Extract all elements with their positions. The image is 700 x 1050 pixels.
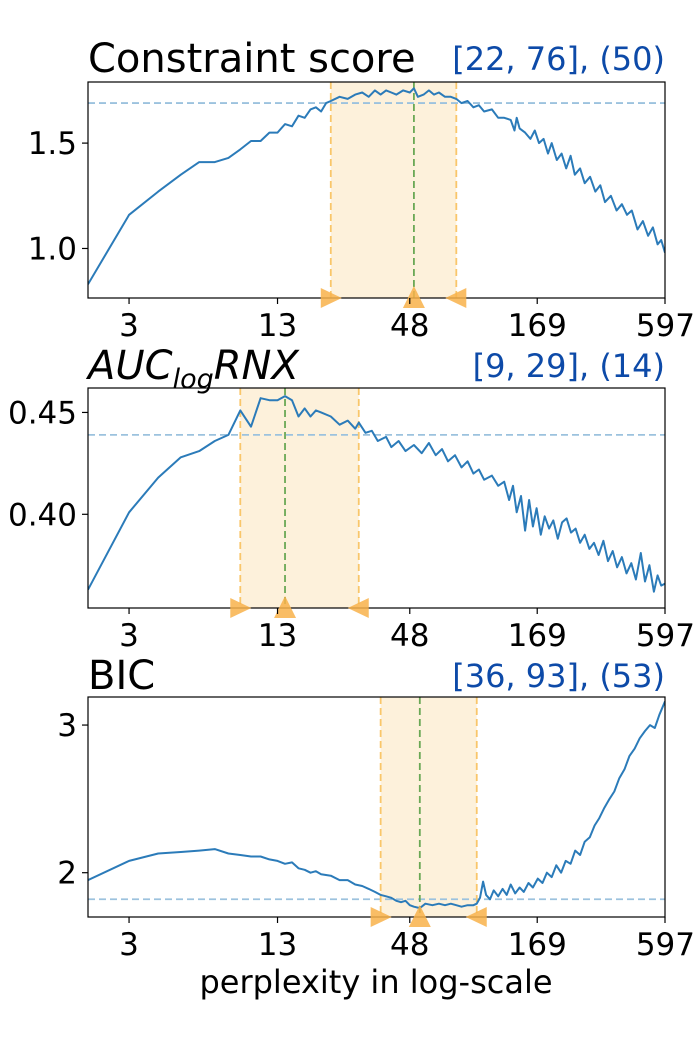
x-tick-label: 13 <box>258 927 297 963</box>
plot-frame <box>87 81 666 299</box>
y-tick-label: 3 <box>57 708 77 744</box>
title-main: AUC <box>85 343 173 389</box>
range-annotation: [36, 93], (53) <box>452 657 665 695</box>
range-band <box>330 82 457 298</box>
x-tick-label: 48 <box>390 927 429 963</box>
x-tick-label: 13 <box>258 618 297 654</box>
best-marker <box>274 596 297 618</box>
y-tick-label: 0.45 <box>8 395 77 431</box>
plot-frame <box>87 696 666 918</box>
y-tick-label: 2 <box>57 856 77 892</box>
y-tick-label: 0.40 <box>8 497 77 533</box>
best-marker <box>408 905 431 927</box>
x-tick-label: 597 <box>636 618 695 654</box>
x-tick-label: 169 <box>508 927 567 963</box>
range-start-marker <box>370 907 392 927</box>
x-tick-label: 48 <box>390 618 429 654</box>
range-annotation: [9, 29], (14) <box>473 347 665 385</box>
x-tick-label: 597 <box>636 308 695 344</box>
x-axis-label: perplexity in log-scale <box>199 963 552 1001</box>
range-annotation: [22, 76], (50) <box>452 40 665 78</box>
panel-bic: 3 13 48 169 597 2 3 BIC [36, 93], (53) <box>57 653 695 963</box>
x-tick-label: 13 <box>258 308 297 344</box>
panel-title: Constraint score <box>88 36 416 82</box>
title-suffix: RNX <box>214 343 301 389</box>
best-marker <box>402 286 425 308</box>
series-line <box>88 701 665 910</box>
y-tick-label: 1.5 <box>28 126 77 162</box>
x-tick-label: 3 <box>119 927 139 963</box>
title-subscript: log <box>173 364 214 395</box>
range-end-marker <box>465 907 487 927</box>
range-band <box>380 697 477 917</box>
x-tick-label: 169 <box>508 618 567 654</box>
x-tick-label: 597 <box>636 927 695 963</box>
x-tick-label: 48 <box>390 308 429 344</box>
range-start-marker <box>320 288 342 308</box>
panel-constraint-score: 3 13 48 169 597 1.0 1.5 Constraint score [22, 76… <box>28 36 695 344</box>
plot-frame <box>87 387 666 609</box>
x-tick-label: 169 <box>508 308 567 344</box>
x-tick-label: 3 <box>119 618 139 654</box>
panel-title: BIC <box>88 653 155 699</box>
x-tick-label: 3 <box>119 308 139 344</box>
panel-title: AUClogRNX <box>85 343 300 395</box>
range-end-marker <box>445 288 467 308</box>
y-tick-label: 1.0 <box>28 231 77 267</box>
range-end-marker <box>347 598 369 618</box>
series-line <box>88 87 665 285</box>
range-band <box>240 388 359 608</box>
range-start-marker <box>230 598 252 618</box>
series-line <box>88 395 665 593</box>
